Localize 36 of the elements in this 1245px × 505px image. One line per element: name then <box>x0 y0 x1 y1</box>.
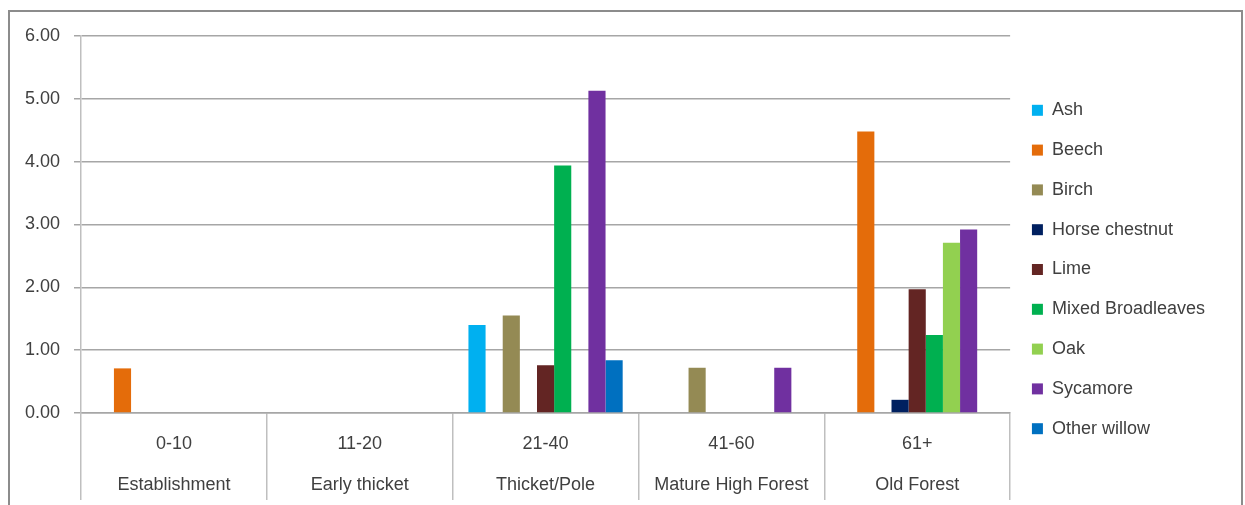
bar <box>605 360 623 413</box>
bar <box>891 399 909 413</box>
legend-label: Ash <box>1051 99 1083 120</box>
bar <box>468 325 486 413</box>
bar <box>960 229 978 413</box>
bar <box>536 365 555 413</box>
bar <box>857 131 875 413</box>
bar <box>113 368 132 413</box>
x-tick-label: 41-60 Mature High Forest <box>654 432 809 495</box>
legend-label: Birch <box>1051 178 1093 199</box>
bar <box>588 90 606 413</box>
legend-label: Oak <box>1051 338 1086 359</box>
legend-label: Sycamore <box>1051 377 1133 398</box>
x-tick-label: 21-40 Thicket/Pole <box>496 432 596 495</box>
x-tick-label: 0-10 Establishment <box>117 432 231 495</box>
y-tick-label: 0.00 <box>24 401 60 422</box>
bar <box>554 165 572 413</box>
legend-label: Horse chestnut <box>1051 218 1173 239</box>
y-tick-label: 5.00 <box>24 87 60 108</box>
y-tick-label: 3.00 <box>24 213 60 234</box>
bar <box>774 367 792 413</box>
bar <box>942 242 961 413</box>
x-tick-label: 11-20 Early thicket <box>310 432 409 495</box>
y-tick-label: 4.00 <box>24 150 60 171</box>
bar <box>925 335 943 413</box>
bar <box>502 315 520 413</box>
legend-label: Other willow <box>1051 417 1151 438</box>
bar <box>908 289 926 413</box>
x-tick-label: 61+ Old Forest <box>875 432 960 495</box>
bar <box>688 367 706 413</box>
y-tick-label: 2.00 <box>24 276 60 297</box>
legend-label: Beech <box>1051 139 1103 160</box>
y-tick-label: 6.00 <box>24 24 60 45</box>
y-tick-label: 1.00 <box>24 339 60 360</box>
legend-label: Mixed Broadleaves <box>1051 298 1206 319</box>
legend-label: Lime <box>1051 258 1091 279</box>
